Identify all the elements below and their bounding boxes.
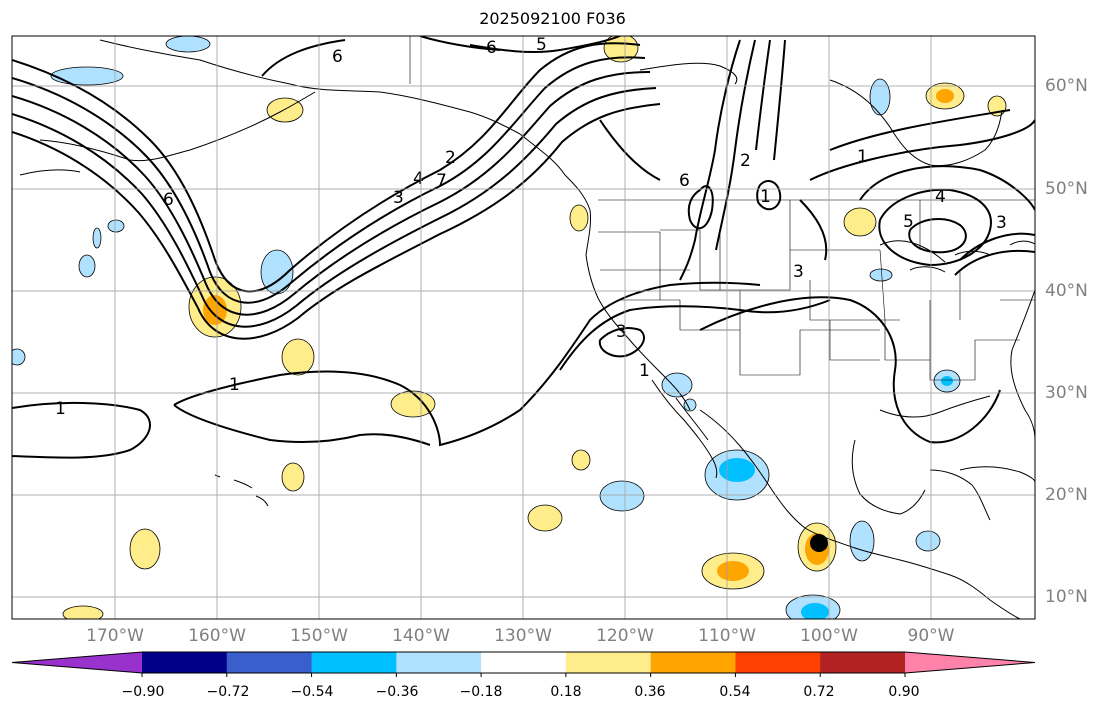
contour-label: 6 [332, 47, 343, 67]
map-title: 2025092100 F036 [479, 9, 626, 28]
colorbar-tick-label: −0.54 [290, 684, 334, 700]
positive-anomaly [571, 449, 591, 471]
positive-anomaly [569, 204, 589, 232]
colorbar-segment [396, 652, 482, 673]
colorbar-tick-label: −0.90 [121, 684, 165, 700]
negative-anomaly [107, 219, 125, 233]
colorbar-segment [820, 652, 906, 673]
lat-label: 10°N [1045, 587, 1088, 607]
coastlines [19, 39, 1035, 619]
storm-center-marker [810, 534, 828, 552]
negative-anomaly [661, 372, 693, 398]
negative-anomaly-core [801, 603, 829, 619]
contour-label: 3 [996, 213, 1007, 233]
colorbar-tick-label: 0.36 [634, 684, 666, 700]
contour-label: 1 [55, 399, 66, 419]
lon-label: 90°W [907, 626, 955, 646]
lon-label: 130°W [494, 626, 552, 646]
positive-anomaly [390, 390, 436, 418]
contour-label: 4 [935, 187, 946, 207]
contour-label: 3 [793, 262, 804, 282]
negative-anomaly [683, 398, 697, 412]
contour-label: 1 [760, 187, 771, 207]
contour-label: 1 [229, 375, 240, 395]
lon-label: 120°W [596, 626, 654, 646]
map-frame [11, 35, 1036, 620]
colorbar-tick-label: 0.18 [550, 684, 582, 700]
positive-anomaly [266, 97, 304, 123]
lat-label: 30°N [1045, 383, 1088, 403]
positive-anomaly [527, 504, 563, 532]
contour-label: 1 [639, 361, 650, 381]
colorbar-segment [481, 652, 567, 673]
lon-label: 100°W [800, 626, 858, 646]
contour-label: 2 [445, 148, 456, 168]
positive-anomaly-core [936, 89, 954, 103]
negative-anomaly [849, 520, 875, 562]
political-boundaries [409, 36, 1035, 381]
positive-anomaly [281, 338, 315, 376]
negative-anomaly [869, 268, 893, 282]
lat-label: 40°N [1045, 281, 1088, 301]
negative-anomaly [12, 348, 26, 366]
contour-label: 1 [857, 147, 868, 167]
contour-label: 3 [616, 322, 627, 342]
lon-label: 110°W [698, 626, 756, 646]
positive-anomaly [62, 605, 104, 619]
contour-lines [12, 36, 1035, 459]
negative-anomaly-core [941, 376, 953, 386]
lat-label: 50°N [1045, 179, 1088, 199]
negative-anomaly [165, 36, 211, 53]
lat-label: 60°N [1045, 76, 1088, 96]
positive-anomaly [129, 528, 161, 570]
negative-anomaly [50, 66, 124, 86]
contour-label: 5 [536, 35, 547, 55]
contour-label-group: 6 6 5 6 4 3 2 7 6 2 1 1 4 5 3 3 3 1 1 1 [55, 35, 1007, 419]
colorbar-segment [565, 652, 652, 673]
lon-label: 150°W [290, 626, 348, 646]
colorbar-extend-high [905, 652, 1035, 673]
contour-label: 3 [393, 188, 404, 208]
lon-label: 170°W [86, 626, 144, 646]
contour-label: 6 [163, 190, 174, 210]
colorbar-segment [226, 652, 313, 673]
colorbar-tick-label: 0.54 [719, 684, 751, 700]
colorbar-segment [650, 652, 736, 673]
negative-anomaly-core [719, 458, 755, 482]
negative-anomaly [92, 227, 102, 249]
contour-label: 5 [903, 212, 914, 232]
anomaly-shading [12, 36, 1007, 619]
lon-label: 140°W [392, 626, 450, 646]
colorbar-tick-label: 0.90 [888, 684, 920, 700]
lat-label: 20°N [1045, 485, 1088, 505]
colorbar-segment [735, 652, 821, 673]
colorbar-tick-label: −0.36 [375, 684, 419, 700]
colorbar-segment [311, 652, 397, 673]
colorbar-tick-label: −0.18 [459, 684, 503, 700]
positive-anomaly [843, 207, 877, 237]
negative-anomaly [599, 480, 645, 512]
contour-label: 2 [740, 151, 751, 171]
colorbar-tick-label: −0.72 [206, 684, 250, 700]
positive-anomaly [281, 462, 305, 492]
positive-anomaly-core [203, 295, 227, 325]
positive-anomaly-core [717, 561, 749, 581]
contour-label: 4 [413, 169, 424, 189]
colorbar-extend-low [12, 652, 142, 673]
contour-label: 7 [436, 171, 447, 191]
colorbar-segment [142, 652, 228, 673]
negative-anomaly [915, 530, 941, 552]
colorbar [11, 651, 1036, 677]
negative-anomaly [78, 254, 96, 278]
negative-anomaly [869, 78, 891, 116]
colorbar-tick-label: 0.72 [803, 684, 835, 700]
contour-label: 6 [679, 171, 690, 191]
contour-label: 6 [486, 38, 497, 58]
lon-label: 160°W [188, 626, 246, 646]
gridlines [12, 36, 1035, 619]
